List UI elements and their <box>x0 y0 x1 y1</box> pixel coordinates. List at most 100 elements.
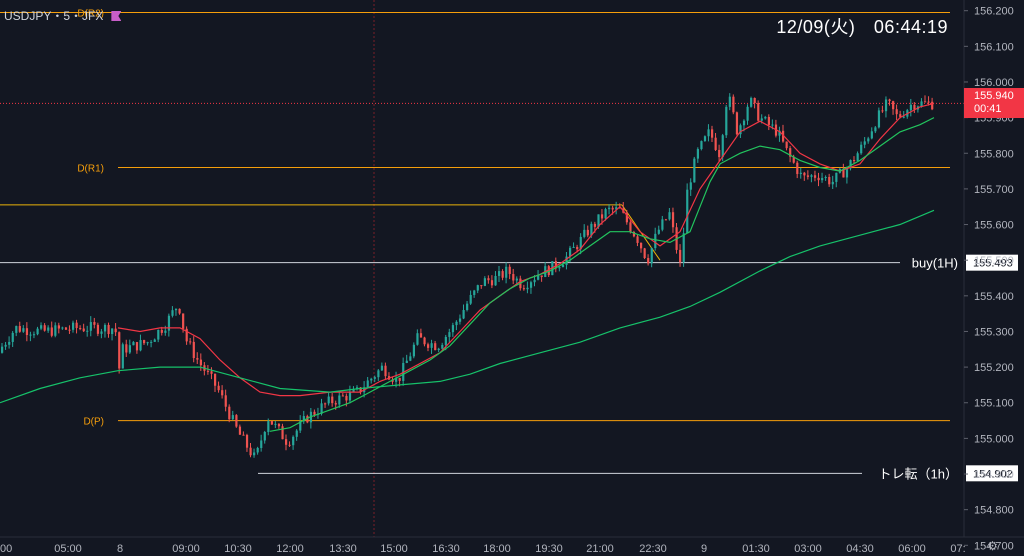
candle-body <box>302 416 305 422</box>
candle-body <box>565 256 568 265</box>
candle-body <box>260 440 263 448</box>
pivot-label: D(R2) <box>77 8 104 19</box>
candle-body <box>334 403 337 405</box>
candle-body <box>11 332 14 342</box>
x-tick-label: 18:00 <box>483 543 511 555</box>
candle-body <box>242 434 245 436</box>
y-tick-label: 155.200 <box>974 362 1014 374</box>
candle-body <box>114 328 117 333</box>
candle-body <box>380 365 384 371</box>
candle-body <box>86 330 89 332</box>
candle-body <box>856 153 859 161</box>
candle-body <box>338 395 341 405</box>
candle-body <box>79 328 82 330</box>
candle-body <box>455 321 458 326</box>
candle-body <box>192 341 195 359</box>
candle-body <box>121 344 124 369</box>
candle-body <box>732 96 735 113</box>
y-tick-label: 156.100 <box>974 41 1014 53</box>
candle-body <box>50 327 53 336</box>
candle-body <box>22 328 25 332</box>
candle-body <box>501 271 504 278</box>
candle-body <box>831 181 834 185</box>
horizontal-line-label: buy(1H) <box>912 256 958 271</box>
candle-body <box>608 207 611 210</box>
candle-body <box>540 275 543 278</box>
candle-body <box>569 247 572 257</box>
candle-body <box>40 325 43 329</box>
flag-marker-icon[interactable] <box>111 11 122 21</box>
candle-body <box>764 116 767 119</box>
candle-body <box>632 231 636 237</box>
y-tick-label: 155.600 <box>974 220 1014 232</box>
candle-body <box>824 176 827 179</box>
candle-body <box>96 324 100 334</box>
candle-body <box>845 168 849 178</box>
candle-body <box>505 266 508 278</box>
candle-body <box>650 248 653 264</box>
candle-body <box>462 310 465 319</box>
current-price-tag: 155.940 00:41 <box>964 88 1024 118</box>
x-tick-label: 09:00 <box>172 543 200 555</box>
candle-body <box>597 214 600 227</box>
candle-body <box>313 411 316 415</box>
candle-body <box>32 334 36 336</box>
candle-body <box>174 308 178 311</box>
candle-body <box>217 385 220 391</box>
candle-body <box>299 421 302 431</box>
candle-body <box>785 141 788 149</box>
candle-body <box>863 141 866 145</box>
candle-body <box>178 308 181 314</box>
candle-body <box>1 346 4 353</box>
candle-body <box>61 327 64 329</box>
candle-body <box>927 101 930 103</box>
candle-body <box>245 434 249 448</box>
candle-body <box>25 328 29 336</box>
y-tick-label: 155.100 <box>974 398 1014 410</box>
candle-body <box>877 110 881 128</box>
candle-body <box>789 148 792 157</box>
candle-body <box>93 322 96 325</box>
candle-body <box>767 116 770 125</box>
candle-body <box>29 334 32 336</box>
candle-body <box>746 106 749 121</box>
candle-body <box>224 395 227 407</box>
candle-body <box>881 110 884 112</box>
candle-body <box>913 104 916 110</box>
settings-gear-icon[interactable]: ⚙ <box>987 539 998 553</box>
candle-body <box>590 223 593 236</box>
candle-body <box>654 233 657 249</box>
candle-body <box>909 104 912 111</box>
candle-body <box>146 342 149 344</box>
candle-body <box>728 96 731 107</box>
candle-body <box>89 322 92 331</box>
candle-body <box>320 403 323 414</box>
candle-body <box>128 345 131 353</box>
candle-body <box>348 391 352 401</box>
candle-body <box>821 178 824 181</box>
candle-body <box>803 172 806 176</box>
candle-body <box>547 266 550 276</box>
x-tick-label: 10:30 <box>224 543 252 555</box>
candle-body <box>778 130 781 136</box>
candle-body <box>412 344 415 357</box>
candle-body <box>902 116 905 118</box>
candle-body <box>448 332 451 337</box>
candle-body <box>643 248 646 259</box>
candle-body <box>490 280 494 286</box>
candle-body <box>100 331 103 334</box>
candle-body <box>711 129 714 138</box>
y-tick-label: 155.800 <box>974 148 1014 160</box>
candle-body <box>153 339 156 342</box>
horizontal-line-price: 155.493 <box>973 258 1013 270</box>
candle-body <box>444 336 447 345</box>
x-tick-label: 07: <box>950 543 965 555</box>
candle-body <box>189 341 192 343</box>
candle-body <box>657 229 660 234</box>
candle-body <box>661 219 664 230</box>
moving-average-line <box>0 209 935 404</box>
x-tick-label: 9 <box>701 543 707 555</box>
candle-body <box>253 452 256 456</box>
candle-body <box>810 175 813 177</box>
